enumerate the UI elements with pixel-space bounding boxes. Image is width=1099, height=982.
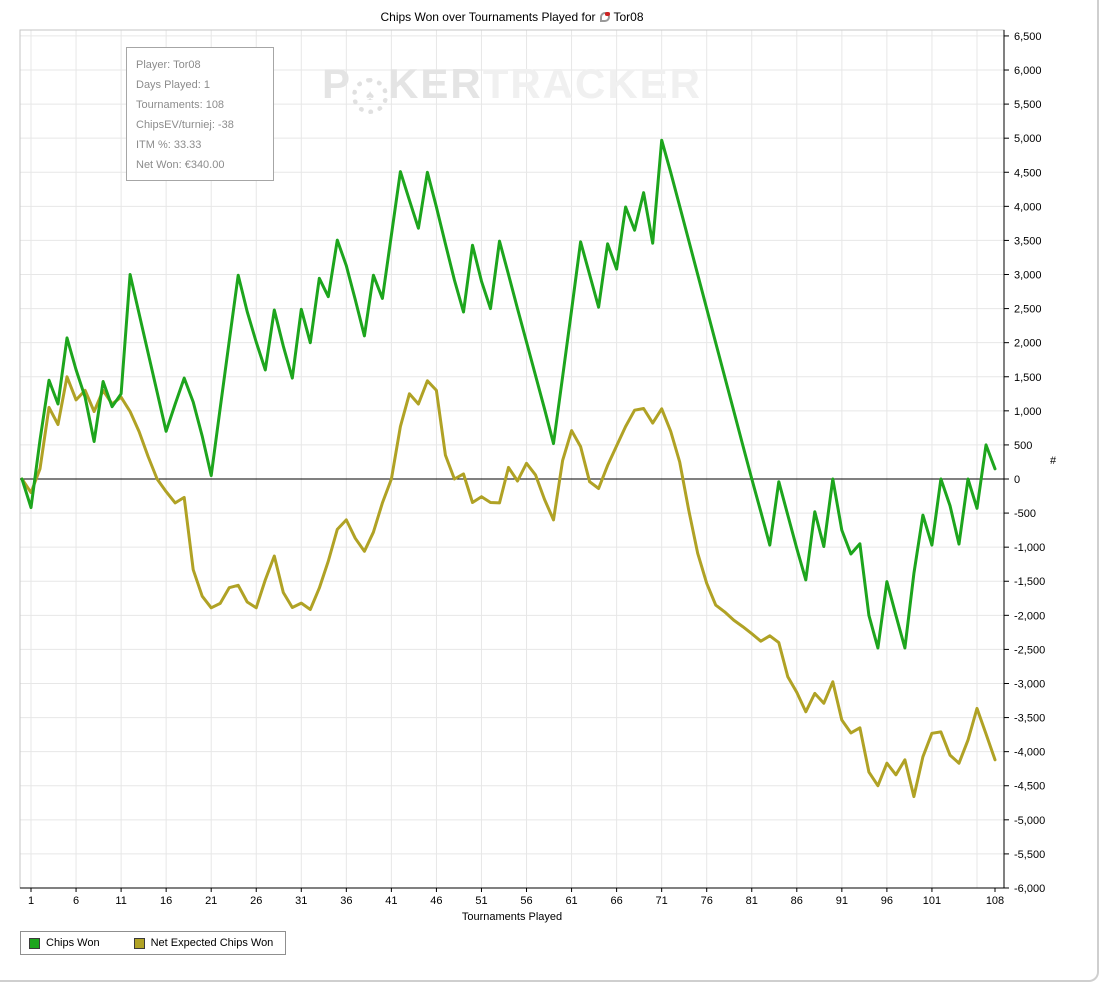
- player-name: Tor08: [613, 10, 644, 24]
- x-tick-label: 31: [295, 895, 307, 907]
- chips-won-line: [20, 138, 997, 650]
- chart-title: Chips Won over Tournaments Played for Tor…: [20, 10, 1004, 24]
- legend-label: Chips Won: [46, 937, 100, 949]
- y-tick-label: -1,500: [1014, 576, 1045, 588]
- y-tick-label: 500: [1014, 440, 1032, 452]
- y-tick-label: 5,000: [1014, 133, 1042, 145]
- player-icon: [600, 12, 611, 22]
- x-tick-label: 21: [205, 895, 217, 907]
- x-axis-title: Tournaments Played: [461, 911, 563, 923]
- y-tick-label: 1,000: [1014, 406, 1042, 418]
- x-tick-label: 81: [746, 895, 758, 907]
- x-tick-label: 91: [836, 895, 848, 907]
- y-tick-label: -5,500: [1014, 849, 1045, 861]
- y-tick-label: 1,500: [1014, 372, 1042, 384]
- x-tick-label: 11: [115, 895, 126, 907]
- x-tick-label: 56: [520, 895, 532, 907]
- y-tick-label: 4,000: [1014, 201, 1042, 213]
- y-tick-label: -2,500: [1014, 644, 1045, 656]
- x-tick-label: 101: [923, 895, 941, 907]
- y-tick-label: -4,500: [1014, 781, 1045, 793]
- y-tick-label: 2,000: [1014, 338, 1042, 350]
- stat-days-played: Days Played: 1: [136, 79, 210, 91]
- pokertracker-watermark: P ♠ KERTRACKER: [20, 60, 1004, 114]
- x-tick-label: 76: [701, 895, 713, 907]
- x-tick-label: 51: [475, 895, 487, 907]
- net-expected-chips-won-line: [20, 375, 997, 799]
- x-tick-label: 66: [610, 895, 622, 907]
- stat-itm: ITM %: 33.33: [136, 139, 202, 151]
- watermark-tracker: TRACKER: [482, 60, 703, 107]
- y-tick-label: -2,000: [1014, 610, 1045, 622]
- x-tick-label: 71: [656, 895, 668, 907]
- y-tick-label: 6,000: [1014, 65, 1042, 77]
- y-tick-label: -3,000: [1014, 678, 1045, 690]
- y-tick-label: 3,500: [1014, 235, 1042, 247]
- x-tick-label: 1: [28, 895, 34, 907]
- y-tick-label: -1,000: [1014, 542, 1045, 554]
- x-tick-label: 36: [340, 895, 352, 907]
- x-tick-label: 108: [986, 895, 1004, 907]
- y-tick-label: -3,500: [1014, 713, 1045, 725]
- poker-chip-icon: ♠: [352, 78, 388, 114]
- player-stats-tooltip: Player: Tor08 Days Played: 1 Tournaments…: [126, 47, 274, 181]
- x-tick-label: 16: [160, 895, 172, 907]
- watermark-poker-p: P: [321, 60, 352, 107]
- stat-player: Player: Tor08: [136, 59, 201, 71]
- chart-legend: Chips Won Net Expected Chips Won: [20, 931, 287, 955]
- chips-won-swatch: [29, 937, 40, 949]
- y-tick-label: -500: [1014, 508, 1036, 520]
- legend-item-chips-won: Chips Won: [29, 937, 100, 949]
- stat-net-won: Net Won: €340.00: [136, 159, 225, 171]
- legend-item-net-expected: Net Expected Chips Won: [133, 937, 274, 949]
- watermark-poker-ker: KER: [388, 60, 483, 107]
- x-tick-label: 96: [881, 895, 893, 907]
- legend-label: Net Expected Chips Won: [150, 937, 274, 949]
- y-tick-label: -5,000: [1014, 815, 1045, 827]
- stat-tournaments: Tournaments: 108: [136, 99, 225, 111]
- x-tick-label: 26: [250, 895, 262, 907]
- y-tick-label: 3,000: [1014, 270, 1042, 282]
- x-tick-label: 6: [73, 895, 79, 907]
- y-tick-label: -6,000: [1014, 883, 1045, 895]
- y-tick-label: 5,500: [1014, 99, 1042, 111]
- y-axis-title: #: [1050, 455, 1057, 467]
- y-tick-label: 0: [1014, 474, 1020, 486]
- y-tick-label: 2,500: [1014, 304, 1042, 316]
- x-tick-label: 86: [791, 895, 803, 907]
- net-expected-swatch: [133, 937, 145, 949]
- stat-chips-ev: ChipsEV/turniej: -38: [136, 119, 234, 131]
- y-tick-label: 6,500: [1014, 31, 1042, 43]
- x-tick-label: 41: [385, 895, 397, 907]
- x-tick-label: 46: [430, 895, 442, 907]
- y-tick-label: 4,500: [1014, 167, 1042, 179]
- chart-title-text: Chips Won over Tournaments Played for: [380, 10, 596, 24]
- y-tick-label: -4,000: [1014, 747, 1045, 759]
- x-tick-label: 61: [565, 895, 577, 907]
